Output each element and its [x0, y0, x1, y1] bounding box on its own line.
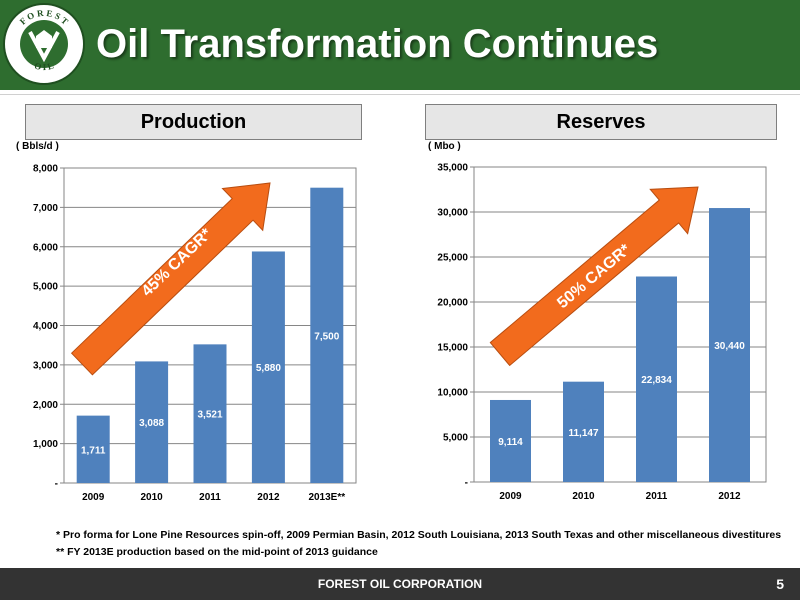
production-data-label: 3,521: [197, 410, 222, 421]
reserves-ytick-label: 10,000: [437, 388, 468, 399]
production-bar: [310, 187, 344, 483]
production-ytick-label: 6,000: [33, 242, 58, 253]
production-chart: - 1,000 2,000 3,000 4,000 5,000 6,000 7,000 8,00…: [33, 164, 357, 503]
footer-bar: FOREST OIL CORPORATION 5: [0, 568, 800, 600]
reserves-ytick-label: 15,000: [437, 343, 468, 354]
reserves-bar: [636, 276, 677, 482]
footnote-1: * Pro forma for Lone Pine Resources spin…: [56, 529, 782, 541]
production-section-header: Production: [25, 104, 362, 140]
production-bar: [251, 251, 285, 483]
reserves-category-label: 2012: [718, 491, 741, 502]
reserves-data-label: 11,147: [568, 428, 598, 439]
reserves-data-label: 22,834: [641, 375, 672, 386]
footer-company: FOREST OIL CORPORATION: [317, 577, 483, 591]
reserves-ytick-label: -: [465, 478, 468, 489]
production-ytick-label: -: [55, 479, 58, 490]
reserves-ytick-label: 35,000: [437, 163, 468, 174]
header-divider: [0, 90, 800, 95]
logo-text-bottom: O I L: [33, 60, 55, 72]
slide-title: Oil Transformation Continues: [96, 22, 659, 66]
svg-text:O I L: O I L: [33, 60, 55, 72]
reserves-chart: - 5,000 10,000 15,000 20,000 25,000 30,000 35,0…: [437, 163, 767, 502]
production-data-label: 1,711: [81, 445, 106, 456]
production-data-label: 5,880: [256, 363, 281, 374]
reserves-ytick-label: 30,000: [437, 208, 468, 219]
footnote-2: ** FY 2013E production based on the mid-…: [56, 546, 378, 558]
production-bar: [193, 344, 227, 483]
production-category-label: 2012: [257, 492, 280, 503]
production-bar: [76, 415, 110, 483]
production-ytick-label: 3,000: [33, 360, 58, 371]
reserves-section-header: Reserves: [425, 104, 777, 140]
reserves-data-label: 9,114: [498, 437, 523, 448]
production-category-label: 2011: [199, 492, 221, 503]
production-category-label: 2009: [82, 492, 105, 503]
footnotes: * Pro forma for Lone Pine Resources spin…: [56, 527, 781, 561]
production-ytick-label: 7,000: [33, 203, 58, 214]
reserves-bar: [709, 208, 750, 483]
page-number: 5: [776, 576, 784, 592]
reserves-ytick-label: 25,000: [437, 253, 468, 264]
production-category-label: 2010: [140, 492, 163, 503]
header-bar: F O R E S T O I L Oil Transformation Con…: [0, 0, 800, 90]
reserves-category-label: 2011: [646, 491, 668, 502]
reserves-ytick-label: 20,000: [437, 298, 468, 309]
reserves-category-label: 2010: [572, 491, 595, 502]
forest-oil-logo: F O R E S T O I L: [3, 3, 85, 85]
production-category-label: 2013E**: [308, 492, 345, 503]
production-data-label: 7,500: [314, 331, 339, 342]
reserves-ytick-label: 5,000: [443, 433, 468, 444]
production-ytick-label: 8,000: [33, 164, 58, 175]
reserves-cagr-arrow: [489, 186, 699, 367]
production-data-label: 3,088: [139, 418, 164, 429]
reserves-bar: [563, 381, 604, 482]
production-ytick-label: 5,000: [33, 282, 58, 293]
production-ytick-label: 1,000: [33, 439, 58, 450]
production-ytick-label: 4,000: [33, 321, 58, 332]
reserves-bar: [490, 399, 531, 482]
production-ytick-label: 2,000: [33, 400, 58, 411]
reserves-data-label: 30,440: [714, 341, 745, 352]
production-bar: [135, 361, 169, 483]
production-cagr-arrow: [70, 182, 271, 376]
production-unit-label: ( Bbls/d ): [16, 141, 59, 152]
reserves-category-label: 2009: [499, 491, 522, 502]
reserves-unit-label: ( Mbo ): [428, 141, 461, 152]
